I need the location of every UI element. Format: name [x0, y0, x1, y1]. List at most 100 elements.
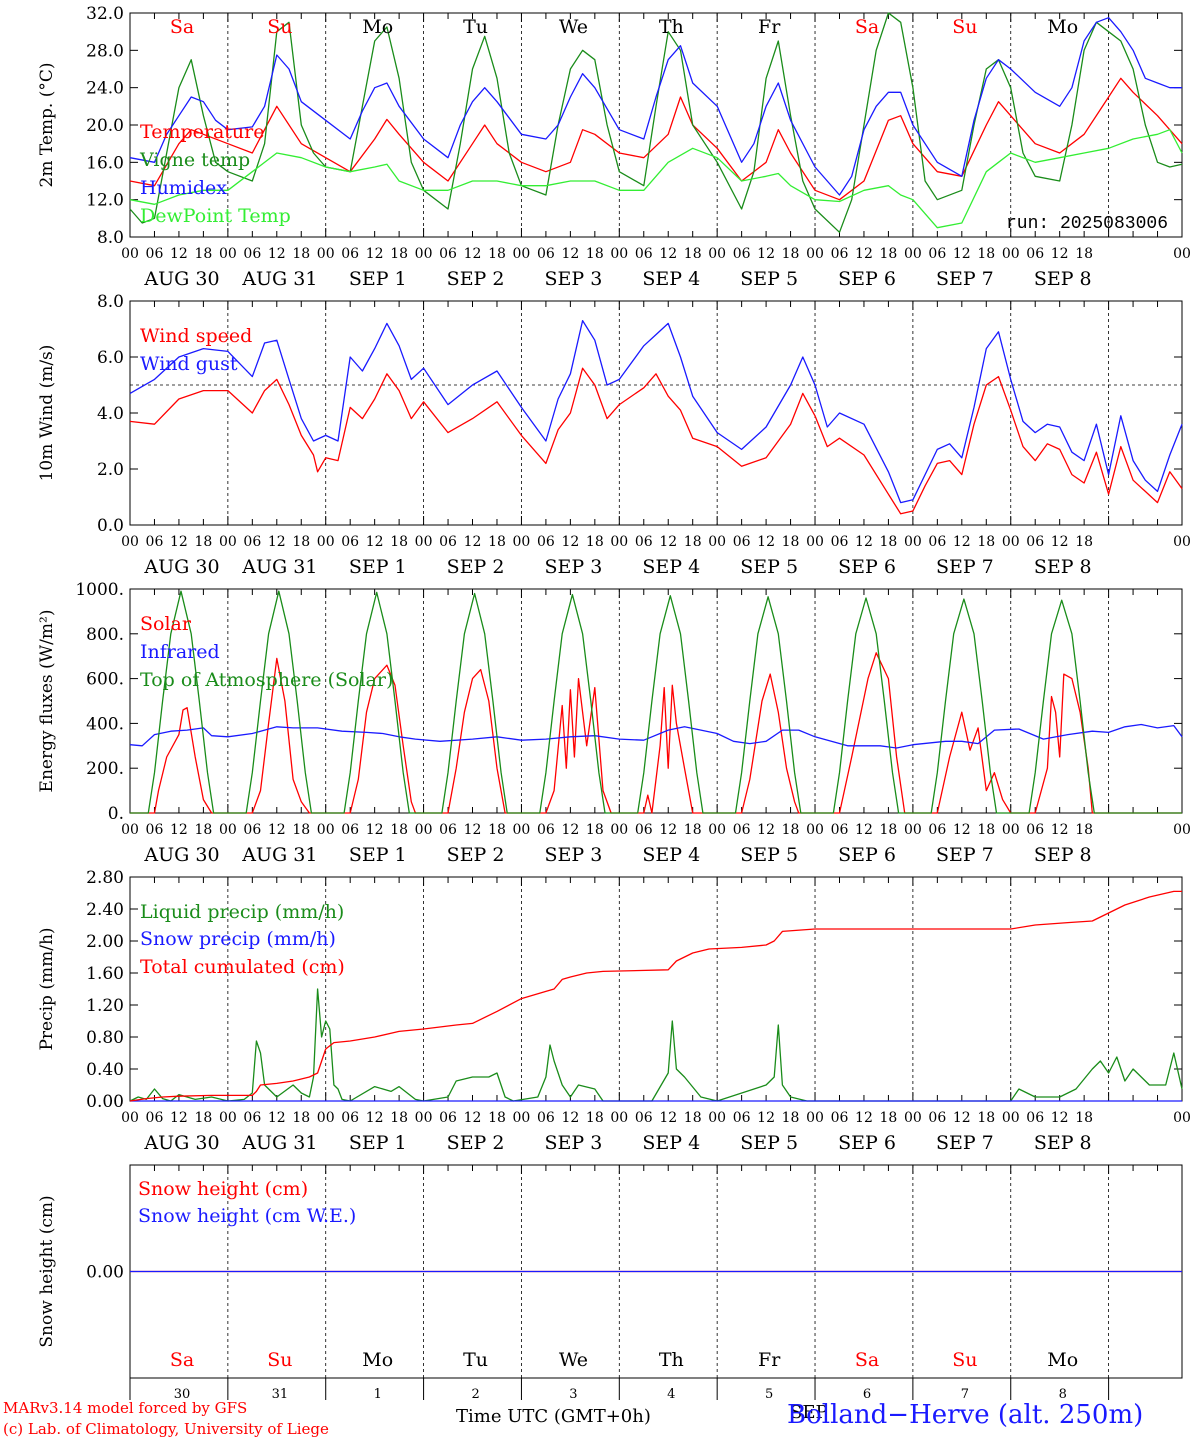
hour-label: 00: [219, 1110, 237, 1126]
date-label: SEP 8: [1034, 268, 1092, 290]
hour-label: 00: [121, 534, 139, 550]
hour-label: 18: [1075, 246, 1093, 262]
date-label: SEP 1: [349, 268, 407, 290]
hour-label: 18: [880, 822, 898, 838]
hour-label: 12: [1051, 534, 1069, 550]
date-label: SEP 6: [838, 556, 896, 578]
hour-label: 12: [855, 822, 873, 838]
hour-label: 18: [880, 246, 898, 262]
weekday-label: Sa: [855, 16, 879, 38]
hour-label: 18: [488, 534, 506, 550]
hour-label: 00: [1002, 534, 1020, 550]
y-axis-title: Snow height (cm): [37, 1195, 57, 1347]
date-label: SEP 6: [838, 1132, 896, 1154]
series-line: [130, 590, 1182, 814]
date-label: SEP 4: [642, 556, 700, 578]
hour-label: 12: [1051, 822, 1069, 838]
hour-label: 00: [708, 822, 726, 838]
hour-label: 00: [610, 822, 628, 838]
date-label: SEP 2: [447, 268, 505, 290]
hour-label: 00: [806, 534, 824, 550]
hour-label: 00: [1002, 246, 1020, 262]
weekday-label: Su: [952, 1349, 977, 1371]
bottom-day-label: 5: [765, 1387, 773, 1402]
hour-label: 12: [268, 1110, 286, 1126]
hour-label: 06: [537, 534, 555, 550]
legend-entry: Total cumulated (cm): [140, 956, 345, 978]
weekday-label: Sa: [170, 1349, 194, 1371]
bottom-day-label: 4: [667, 1387, 675, 1402]
weekday-label: Su: [267, 16, 292, 38]
y-tick-label: 16.0: [86, 153, 124, 173]
hour-label: 00: [415, 1110, 433, 1126]
bottom-day-label: 31: [272, 1387, 289, 1402]
y-tick-label: 600.: [86, 670, 124, 690]
weekday-label: Tu: [463, 16, 488, 38]
date-label: SEP 8: [1034, 1132, 1092, 1154]
weekday-label: Mo: [362, 1349, 393, 1371]
date-label: AUG 30: [143, 556, 219, 578]
weekday-label: Su: [952, 16, 977, 38]
y-tick-label: 800.: [86, 625, 124, 645]
hour-label: 06: [537, 822, 555, 838]
weekday-label: Th: [659, 1349, 684, 1371]
weekday-label: Sa: [855, 1349, 879, 1371]
weekday-label: Su: [267, 1349, 292, 1371]
hour-label: 00: [121, 246, 139, 262]
series-line: [129, 367, 1183, 515]
hour-label: 06: [635, 822, 653, 838]
hour-label: 18: [1075, 822, 1093, 838]
hour-label: 00: [708, 1110, 726, 1126]
hour-label: 00: [513, 1110, 531, 1126]
date-label: AUG 30: [143, 268, 219, 290]
hour-label: 06: [831, 534, 849, 550]
y-tick-label: 0.00: [86, 1263, 124, 1283]
y-tick-label: 2.0: [97, 460, 124, 480]
hour-label: 00: [513, 534, 531, 550]
hour-label: 12: [757, 1110, 775, 1126]
hour-label: 18: [684, 246, 702, 262]
hour-label: 06: [1026, 1110, 1044, 1126]
hour-label: 06: [341, 246, 359, 262]
date-label: SEP 1: [349, 844, 407, 866]
hour-label: 12: [659, 246, 677, 262]
hour-label: 12: [464, 822, 482, 838]
legend-entry: Infrared: [140, 641, 220, 663]
hour-label: 18: [684, 534, 702, 550]
hour-label: 00: [610, 246, 628, 262]
hour-label: 12: [561, 1110, 579, 1126]
hour-label: 06: [439, 1110, 457, 1126]
model-credit: MARv3.14 model forced by GFS: [3, 1399, 248, 1417]
hour-label: 12: [757, 246, 775, 262]
hour-label: 18: [390, 822, 408, 838]
hour-label: 12: [561, 534, 579, 550]
weekday-label: We: [559, 16, 588, 38]
hour-label: 00: [1173, 822, 1191, 838]
y-tick-label: 32.0: [86, 4, 124, 24]
date-label: AUG 31: [241, 556, 317, 578]
y-tick-label: 200.: [86, 759, 124, 779]
hour-label: 00: [1002, 1110, 1020, 1126]
hour-label: 18: [194, 534, 212, 550]
hour-label: 12: [561, 246, 579, 262]
hour-label: 18: [782, 1110, 800, 1126]
date-label: SEP 3: [545, 1132, 603, 1154]
date-label: SEP 4: [642, 844, 700, 866]
date-label: SEP 5: [740, 844, 798, 866]
hour-label: 12: [170, 534, 188, 550]
hour-label: 06: [1026, 246, 1044, 262]
legend-entry: Solar: [140, 613, 192, 635]
series-line: [129, 890, 1182, 1102]
hour-label: 12: [268, 822, 286, 838]
date-label: SEP 1: [349, 1132, 407, 1154]
date-label: SEP 7: [936, 268, 994, 290]
y-axis-title: Precip (mm/h): [37, 927, 57, 1050]
hour-label: 06: [243, 534, 261, 550]
hour-label: 00: [1173, 534, 1191, 550]
hour-label: 00: [904, 822, 922, 838]
hour-label: 06: [831, 822, 849, 838]
y-tick-label: 1.60: [86, 964, 124, 984]
hour-label: 06: [146, 822, 164, 838]
